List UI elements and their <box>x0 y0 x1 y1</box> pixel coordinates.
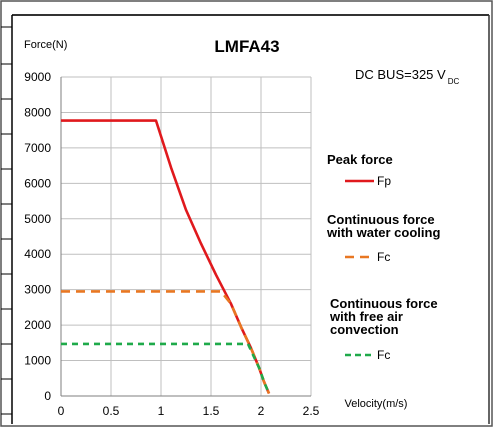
page-edge-rules <box>1 15 13 424</box>
y-tick-label: 1000 <box>24 354 51 368</box>
x-tick-label: 0 <box>58 404 65 418</box>
y-axis-label: Force(N) <box>24 39 67 51</box>
legend-title-line: with free air <box>329 309 403 324</box>
x-tick-label: 1 <box>158 404 165 418</box>
legend-title-line: Continuous force <box>327 212 435 227</box>
dc-bus-annotation: DC BUS=325 V DC <box>355 67 459 86</box>
y-tick-label: 7000 <box>24 141 51 155</box>
x-tick-label: 2.5 <box>303 404 320 418</box>
legend-title-line: convection <box>330 322 399 337</box>
y-tick-label: 0 <box>44 389 51 403</box>
legend-title-line: with water cooling <box>326 225 440 240</box>
series-lines <box>61 119 271 395</box>
y-tick-label: 9000 <box>24 70 51 84</box>
legend-series-name: Fc <box>377 250 390 264</box>
y-tick-label: 3000 <box>24 283 51 297</box>
y-tick-label: 8000 <box>24 105 51 119</box>
x-tick-label: 1.5 <box>203 404 220 418</box>
series-line-3 <box>61 342 271 395</box>
y-tick-label: 6000 <box>24 176 51 190</box>
legend-title-line: Peak force <box>327 152 393 167</box>
x-axis-label: Velocity(m/s) <box>345 398 408 410</box>
dc-bus-subscript: DC <box>448 77 460 86</box>
legend-title-line: Continuous force <box>330 296 438 311</box>
chart-title: LMFA43 <box>214 37 279 56</box>
x-tick-label: 0.5 <box>103 404 120 418</box>
y-tick-label: 4000 <box>24 247 51 261</box>
legend-series-name: Fc <box>377 348 390 362</box>
y-tick-label: 5000 <box>24 212 51 226</box>
y-tick-label: 2000 <box>24 318 51 332</box>
x-tick-label: 2 <box>258 404 265 418</box>
legend-series-name: Fp <box>377 174 391 188</box>
axes: 0 1000 2000 3000 4000 5000 6000 7000 8000 9000 0 0.… <box>24 70 319 418</box>
